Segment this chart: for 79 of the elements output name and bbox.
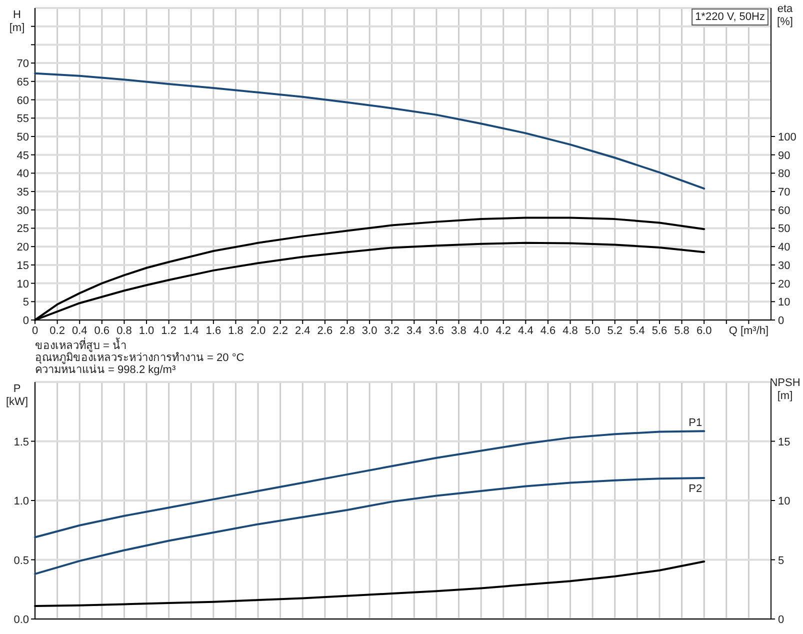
y-tick-label: 40 — [16, 168, 29, 180]
y2-tick-label: 5 — [778, 554, 784, 567]
y2-tick-label: 10 — [778, 296, 790, 309]
line-series — [34, 430, 706, 538]
y2-axis-title: NPSH [m] — [770, 377, 800, 402]
y-tick-label: 0.0 — [14, 614, 29, 626]
x-tick-label: 1.6 — [206, 325, 222, 337]
y-tick-label: 0 — [22, 315, 29, 327]
y-tick-label: 35 — [16, 186, 29, 199]
x-tick-label: 2.6 — [317, 325, 333, 337]
text: อุณหภูมิของเหลวระหว่างการทำงาน = 20 °C — [35, 352, 244, 364]
y2-tick-label: 60 — [778, 204, 790, 217]
x-tick-label: 1.8 — [228, 325, 244, 337]
y2-tick-label: 70 — [778, 186, 790, 199]
x-tick-label: 1.4 — [183, 325, 199, 337]
series-label: P1 — [688, 417, 702, 430]
x-tick-label: 2.0 — [250, 325, 266, 337]
x-tick-label: 0.6 — [94, 325, 110, 337]
y-tick-label: 70 — [16, 58, 29, 70]
y2-tick-label: 100 — [778, 131, 796, 144]
x-tick-label: 5.4 — [630, 325, 645, 337]
x-tick-label: 5.8 — [674, 325, 690, 337]
y2-tick-label: 20 — [778, 278, 790, 290]
x-tick-label: 3.8 — [451, 325, 466, 337]
y2-tick-label: 40 — [778, 242, 790, 254]
x-tick-label: 3.6 — [428, 325, 444, 337]
x-tick-label: 0.8 — [116, 325, 132, 337]
x-tick-label: 5.0 — [584, 325, 600, 337]
x-axis-title: Q [m³/h] — [728, 325, 769, 337]
x-tick-label: 3.2 — [384, 325, 400, 337]
y-axis-title: H [m] — [9, 9, 25, 34]
y2-tick-label: 80 — [778, 168, 790, 180]
y-tick-label: 1.0 — [14, 496, 29, 508]
text: ของเหลวที่สูบ = น้ำ — [35, 337, 127, 352]
y2-axis-title: eta [%] — [777, 3, 794, 28]
x-tick-label: 0.4 — [72, 325, 88, 337]
x-tick-label: 4.8 — [562, 325, 578, 337]
x-tick-label: 4.2 — [496, 325, 512, 337]
y-tick-label: 1.5 — [14, 436, 29, 448]
y2-tick-label: 90 — [778, 150, 790, 162]
x-tick-label: 0.2 — [50, 325, 65, 337]
y2-tick-label: 0 — [778, 614, 784, 626]
x-tick-label: 1.0 — [138, 325, 154, 337]
x-tick-label: 3.0 — [362, 325, 378, 337]
chart-title: 1*220 V, 50Hz — [695, 11, 765, 23]
line-series — [34, 72, 706, 190]
x-tick-label: 0 — [32, 325, 38, 337]
y-tick-label: 0.5 — [14, 554, 29, 567]
x-tick-label: 2.8 — [340, 325, 355, 337]
x-tick-label: 2.2 — [272, 325, 288, 337]
y-tick-label: 20 — [16, 242, 29, 254]
x-tick-label: 3.4 — [406, 325, 422, 337]
y2-tick-label: 0 — [778, 315, 784, 327]
x-tick-label: 2.4 — [294, 325, 310, 337]
y-tick-label: 30 — [16, 204, 29, 217]
x-tick-label: 5.2 — [607, 325, 623, 337]
series-label: P2 — [688, 482, 702, 495]
x-tick-label: 4.0 — [473, 325, 489, 337]
y-tick-label: 55 — [16, 113, 29, 126]
x-tick-label: 5.6 — [652, 325, 668, 337]
y-tick-label: 25 — [16, 223, 29, 236]
y-tick-label: 50 — [16, 131, 29, 144]
x-tick-label: 4.4 — [518, 325, 534, 337]
line-series — [34, 476, 706, 575]
x-tick-label: 4.6 — [540, 325, 556, 337]
y-tick-label: 5 — [22, 296, 29, 309]
y-tick-label: 60 — [16, 94, 29, 107]
y2-tick-label: 15 — [778, 436, 790, 448]
text: ความหนาแน่น = 998.2 kg/m³ — [35, 364, 176, 376]
x-tick-label: 1.2 — [161, 325, 176, 337]
x-tick-label: 6.0 — [696, 325, 712, 337]
y2-tick-label: 50 — [778, 223, 790, 236]
y-tick-label: 65 — [16, 76, 29, 88]
y2-tick-label: 10 — [778, 496, 790, 508]
y-tick-label: 15 — [16, 260, 29, 272]
y2-tick-label: 30 — [778, 260, 790, 272]
y-tick-label: 10 — [16, 278, 29, 290]
y-axis-title: P [kW] — [6, 383, 28, 408]
y-tick-label: 45 — [16, 150, 29, 162]
